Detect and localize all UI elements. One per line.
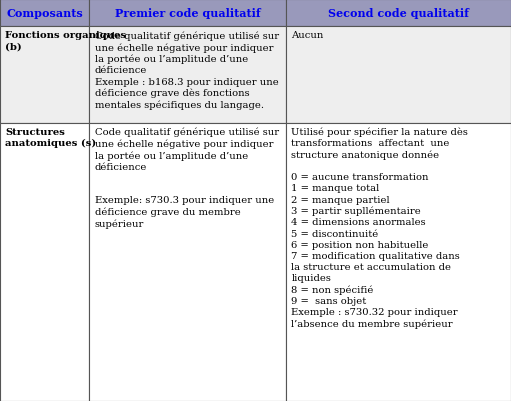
Text: Premier code qualitatif: Premier code qualitatif <box>115 8 261 19</box>
Bar <box>286 0 511 27</box>
Bar <box>286 124 511 401</box>
Text: Aucun: Aucun <box>291 31 323 40</box>
Text: Composants: Composants <box>6 8 83 19</box>
Text: Fonctions organiques
(b): Fonctions organiques (b) <box>5 31 126 51</box>
Bar <box>89 0 286 27</box>
Bar <box>0 0 89 27</box>
Bar <box>89 124 286 401</box>
Text: Structures
anatomiques (s): Structures anatomiques (s) <box>5 128 97 148</box>
Text: Second code qualitatif: Second code qualitatif <box>328 8 469 19</box>
Bar <box>0 27 89 124</box>
Bar <box>286 27 511 124</box>
Bar <box>0 124 89 401</box>
Text: Code qualitatif générique utilisé sur
une échelle négative pour indiquer
la port: Code qualitatif générique utilisé sur un… <box>95 128 278 228</box>
Text: Utilisé pour spécifier la nature dès
transformations  affectant  une
structure a: Utilisé pour spécifier la nature dès tra… <box>291 128 468 328</box>
Bar <box>89 27 286 124</box>
Text: Code qualitatif générique utilisé sur
une échelle négative pour indiquer
la port: Code qualitatif générique utilisé sur un… <box>95 31 278 110</box>
